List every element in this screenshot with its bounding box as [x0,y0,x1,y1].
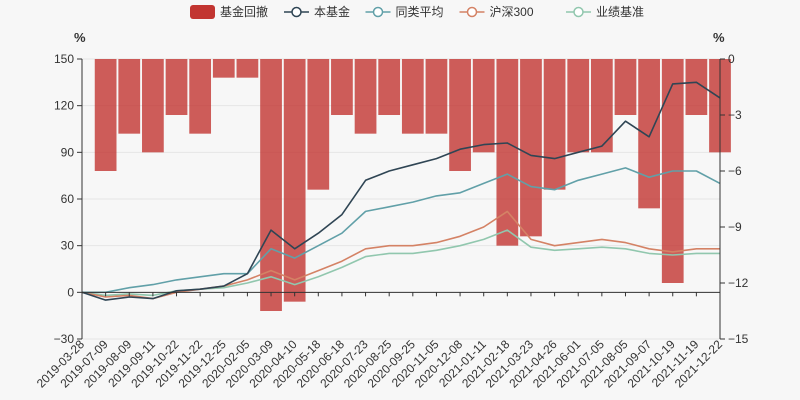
drawdown-bar [472,59,495,153]
drawdown-bar [567,59,590,153]
drawdown-bar [520,59,542,237]
drawdown-bar [94,59,117,171]
drawdown-bar [165,59,188,115]
legend-label: 本基金 [314,4,350,19]
y-right-tick-label: −12 [728,276,749,290]
legend-label: 基金回撤 [220,4,268,19]
drawdown-bars [94,59,731,311]
legend-item[interactable]: 基金回撤 [190,4,268,19]
x-tick-labels: 2019-03-282019-07-092019-08-092019-09-11… [34,292,725,391]
drawdown-bar [401,59,424,134]
y-left-tick-labels: −30 0 30 60 90 120 150 [54,52,82,346]
y-right-tick-label: −3 [728,108,742,122]
y-right-tick-label: 0 [728,52,735,66]
drawdown-bar [142,59,164,153]
drawdown-bar [590,59,613,153]
drawdown-bar [425,59,448,134]
legend-item[interactable]: 沪深300 [459,5,534,19]
legend-item[interactable]: 同类平均 [365,5,444,19]
y-left-tick-label: 0 [67,285,74,299]
y-right-tick-label: −6 [728,164,742,178]
series-line [81,210,720,300]
legend-circle-swatch [291,6,302,18]
drawdown-bar [189,59,212,134]
axis-units: %% [74,30,725,45]
y-right-tick-label: −9 [728,220,742,234]
series-lines [81,81,721,301]
y-left-unit: % [74,30,86,45]
drawdown-bar [307,59,330,190]
legend-item[interactable]: 本基金 [284,4,350,19]
legend[interactable]: 基金回撤 本基金 同类平均 沪深300 业绩基准 [190,4,644,19]
drawdown-bar [260,59,282,311]
legend-label: 业绩基准 [596,5,644,19]
drawdown-bar [614,59,637,115]
drawdown-bar [685,59,708,115]
drawdown-bar [496,59,519,246]
legend-circle-swatch [573,6,584,18]
y-left-tick-label: 60 [61,192,75,206]
series-line [81,229,720,297]
drawdown-bar [543,59,566,190]
drawdown-bar [354,59,377,134]
y-right-tick-label: −15 [728,332,749,346]
drawdown-bar [449,59,471,171]
legend-label: 沪深300 [490,5,534,19]
series-line [81,81,721,301]
y-right-tick-labels: −15 −12 −9 −6 −3 0 [720,52,749,346]
y-right-unit: % [713,30,725,45]
legend-bar-swatch [190,5,215,19]
y-left-tick-label: 30 [61,239,75,253]
drawdown-bar [638,59,660,209]
legend-circle-swatch [372,6,384,18]
drawdown-bar [212,59,235,78]
legend-label: 同类平均 [396,5,444,19]
y-left-tick-label: −30 [54,332,75,346]
series-line [82,167,721,294]
drawdown-bar [378,59,401,115]
drawdown-bar [331,59,353,115]
y-left-tick-label: 90 [61,145,75,159]
y-left-tick-label: 120 [54,99,74,113]
drawdown-bar [283,59,306,302]
y-left-tick-label: 150 [54,52,74,66]
legend-item[interactable]: 业绩基准 [566,5,644,19]
drawdown-bar [118,59,141,134]
drawdown-bar [236,59,259,78]
legend-circle-swatch [466,6,478,18]
